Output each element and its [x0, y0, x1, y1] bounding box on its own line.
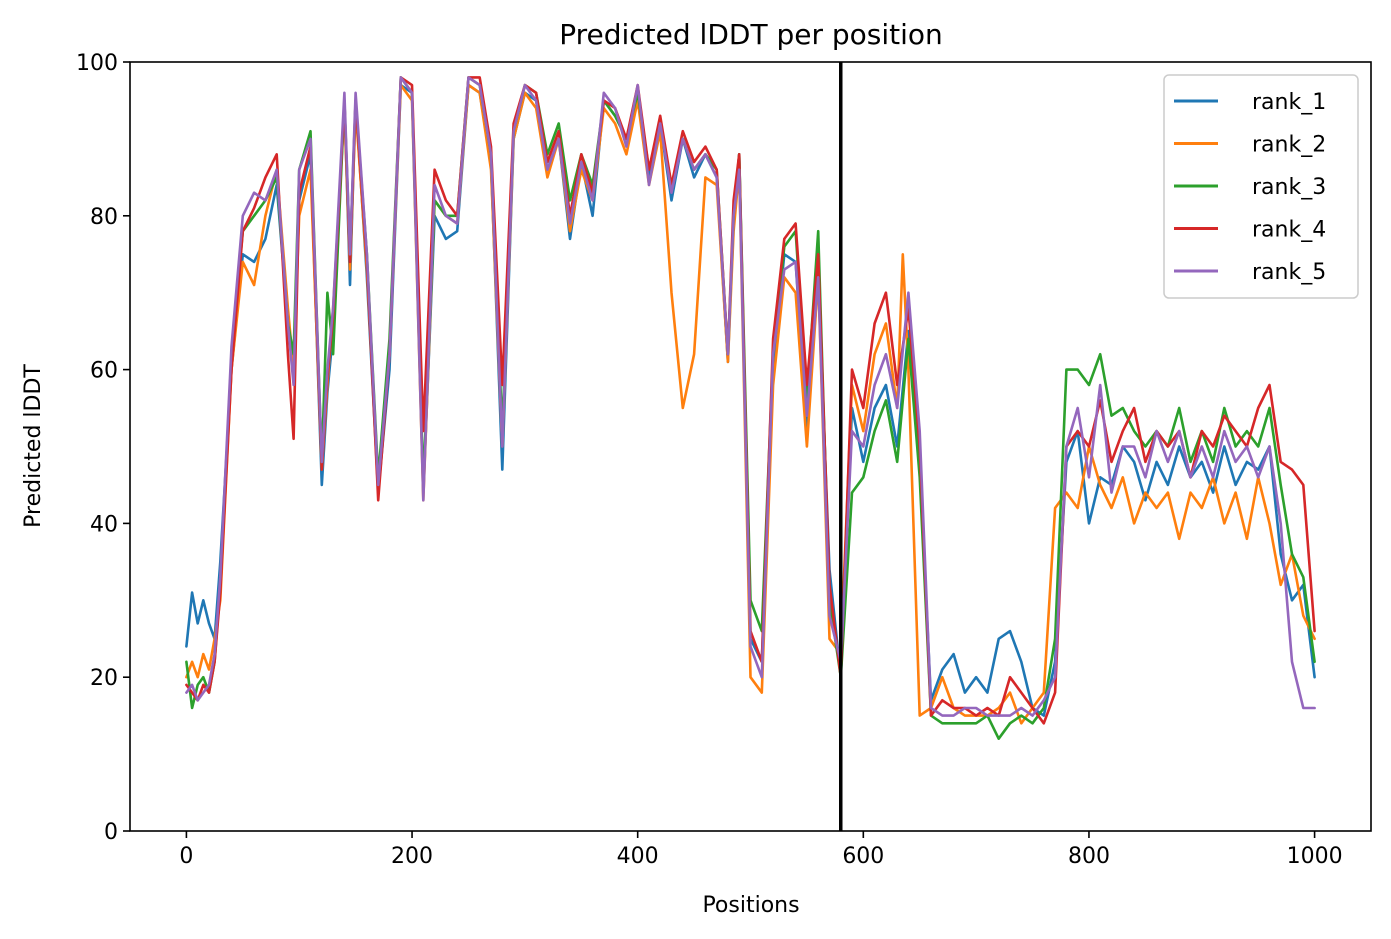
legend-items: rank_1 rank_2 rank_3 rank_4 rank_5 — [1174, 90, 1326, 285]
chart-title: Predicted lDDT per position — [559, 18, 943, 51]
x-tick-label: 800 — [1068, 844, 1110, 869]
legend: rank_1 rank_2 rank_3 rank_4 rank_5 — [1163, 74, 1359, 299]
series-lines — [185, 76, 1316, 741]
plot-frame — [129, 61, 1372, 832]
legend-label-rank-2: rank_2 — [1252, 133, 1326, 158]
legend-frame — [1163, 74, 1359, 299]
y-axis-label: Predicted lDDT — [21, 364, 46, 528]
legend-label-rank-5: rank_5 — [1252, 260, 1326, 285]
x-tick-label: 0 — [179, 844, 193, 869]
x-axis-label: Positions — [702, 893, 799, 918]
x-tick-label: 1000 — [1287, 844, 1343, 869]
series-line-rank-5 — [185, 76, 1316, 717]
y-tick-label: 60 — [90, 359, 118, 384]
y-tick-label: 40 — [90, 512, 118, 537]
y-axis: 0 20 40 60 80 100 — [76, 51, 130, 845]
legend-label-rank-3: rank_3 — [1252, 175, 1326, 200]
y-tick-label: 0 — [104, 820, 118, 845]
legend-label-rank-1: rank_1 — [1252, 90, 1326, 115]
x-tick-label: 400 — [617, 844, 659, 869]
y-tick-label: 20 — [90, 666, 118, 691]
x-axis: 0 200 400 600 800 1000 — [179, 831, 1343, 869]
x-tick-label: 200 — [391, 844, 433, 869]
legend-label-rank-4: rank_4 — [1252, 218, 1326, 243]
plot-area — [129, 61, 1372, 832]
y-tick-label: 80 — [90, 205, 118, 230]
x-tick-label: 600 — [842, 844, 884, 869]
y-tick-label: 100 — [76, 51, 118, 76]
